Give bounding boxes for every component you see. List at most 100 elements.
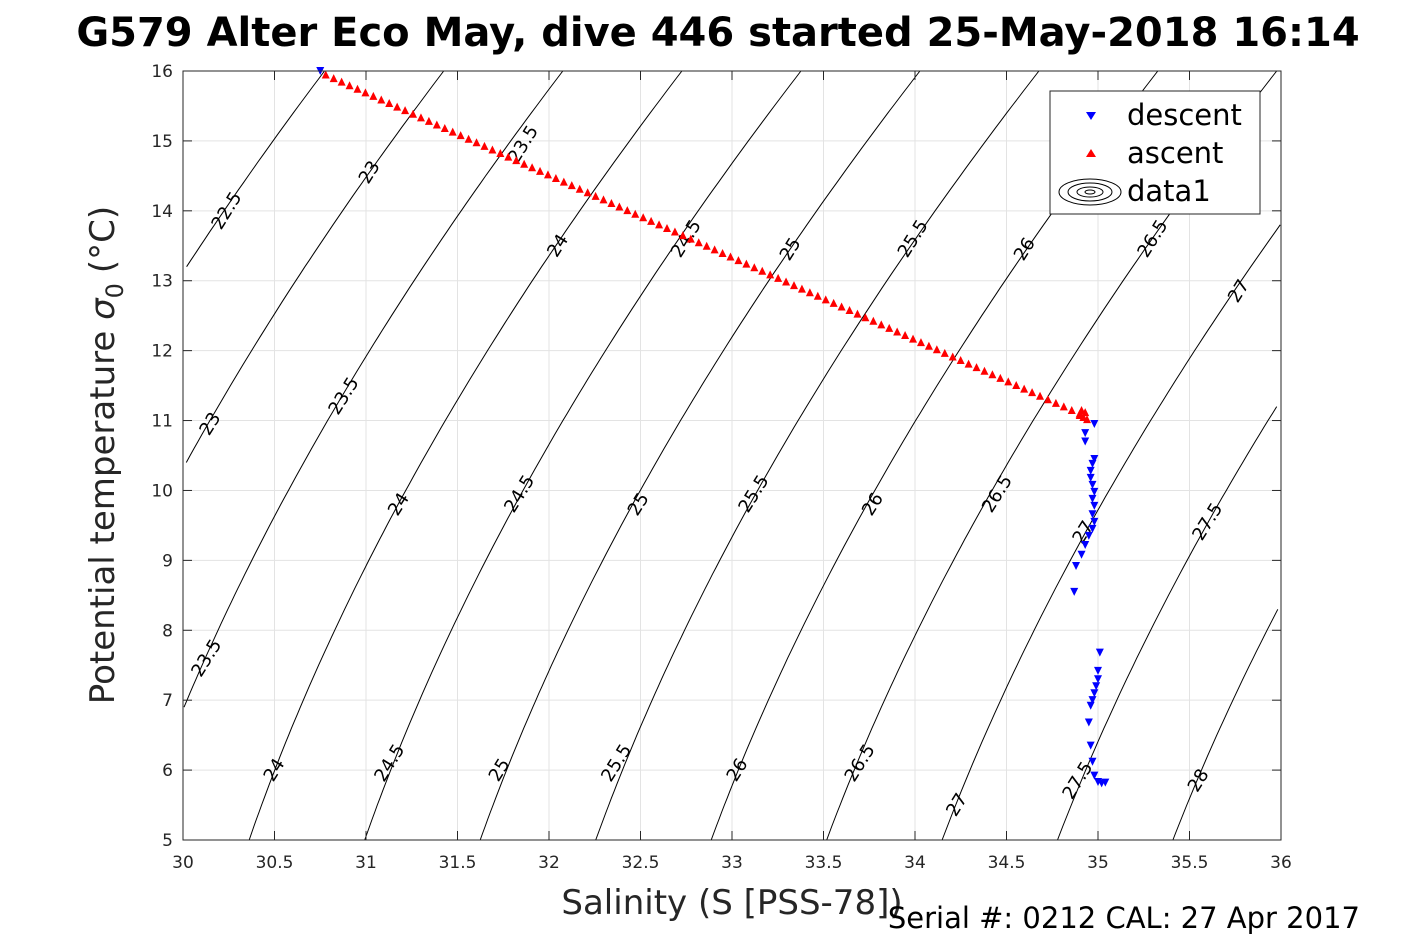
contour-label: 25: [624, 489, 654, 520]
y-tick-label: 8: [162, 621, 173, 641]
contour-label: 27: [942, 790, 972, 821]
y-axis-label-subscript: 0: [101, 283, 129, 298]
ascent-point: [520, 159, 529, 168]
x-tick-label: 35.5: [1171, 853, 1209, 873]
contour-label: 23: [195, 409, 225, 440]
contour-line-25.5: [595, 70, 1040, 841]
descent-point: [1070, 587, 1079, 596]
x-tick-label: 33.5: [805, 853, 843, 873]
y-tick-label: 7: [162, 691, 173, 711]
serial-cal-footer: Serial #: 0212 CAL: 27 Apr 2017: [888, 901, 1360, 935]
legend-data1-label: data1: [1127, 174, 1211, 208]
descent-point: [1086, 701, 1095, 710]
y-tick-label: 6: [162, 761, 173, 781]
ascent-point: [1067, 405, 1076, 414]
ascent-point: [432, 120, 441, 129]
ascent-point: [988, 370, 997, 379]
descent-point: [1088, 524, 1097, 533]
contour-label: 25: [776, 234, 806, 265]
ascent-point: [980, 366, 989, 375]
x-axis-label: Salinity (S [PSS-78]): [561, 883, 902, 923]
ascent-point: [361, 88, 370, 97]
ascent-point: [456, 131, 465, 140]
descent-point: [1092, 682, 1101, 691]
ascent-point: [853, 309, 862, 318]
x-tick-label: 34.5: [988, 853, 1026, 873]
ascent-point: [893, 327, 902, 336]
y-tick-label: 5: [162, 831, 173, 851]
descent-point: [1094, 666, 1102, 675]
descent-point: [1088, 459, 1097, 468]
ascent-point: [932, 345, 941, 354]
ascent-point: [797, 284, 806, 293]
ascent-point: [536, 166, 545, 175]
chart-title: G579 Alter Eco May, dive 446 started 25-…: [76, 10, 1359, 56]
ascent-point: [845, 306, 854, 315]
ascent-point: [448, 127, 457, 136]
ascent-point: [1043, 395, 1052, 404]
y-axis-label-unit: (°C): [83, 206, 123, 273]
ascent-point: [464, 134, 473, 143]
descent-point: [1095, 648, 1104, 657]
ascent-point: [718, 248, 727, 257]
ascent-point: [496, 149, 505, 158]
ascent-point: [575, 184, 584, 193]
descent-point: [1088, 757, 1097, 766]
y-tick-label: 12: [151, 342, 173, 362]
contour-line-27.5: [1057, 406, 1278, 841]
y-axis-label-main: Potential temperature: [83, 331, 123, 704]
ascent-point: [670, 227, 679, 236]
ascent-point: [583, 188, 592, 197]
descent-point: [1081, 437, 1090, 446]
ascent-point: [401, 106, 410, 115]
contour-label: 26.5: [978, 471, 1017, 516]
descent-point: [1088, 480, 1097, 489]
ascent-point: [766, 270, 775, 279]
ascent-point: [639, 213, 648, 222]
ascent-point: [861, 313, 870, 322]
legend-descent-label: descent: [1127, 98, 1242, 132]
ascent-point: [440, 124, 449, 133]
ascent-point: [758, 266, 767, 275]
data-points: [316, 67, 1110, 788]
ascent-point: [353, 84, 362, 93]
contour-label: 27.5: [1058, 758, 1097, 803]
ascent-point: [837, 302, 846, 311]
ascent-point: [663, 223, 672, 232]
x-tick-label: 35: [1087, 853, 1109, 873]
ascent-point: [1036, 391, 1045, 400]
ascent-point: [1012, 381, 1021, 390]
contour-label: 26.5: [1133, 216, 1172, 261]
ascent-point: [1051, 398, 1060, 407]
ascent-point: [726, 252, 735, 261]
contour-label: 25.5: [597, 741, 636, 786]
axis-ticks: 30 30.5 31 31.5 32 32.5 33 33.5 34 34.5 35 35.5 36 5 6…: [151, 62, 1291, 873]
ascent-point: [393, 102, 402, 111]
x-tick-label: 31.5: [439, 853, 477, 873]
ascent-point: [329, 74, 338, 83]
contour-line-24.5: [364, 70, 802, 841]
ascent-point: [678, 231, 687, 240]
ascent-point: [694, 238, 703, 247]
x-tick-label: 30: [172, 853, 194, 873]
contour-line-22.5: [186, 70, 325, 267]
ascent-point: [996, 373, 1005, 382]
descent-point: [1081, 540, 1090, 549]
ascent-point: [924, 341, 933, 350]
ascent-point: [377, 95, 386, 104]
contour-label: 26: [1010, 234, 1040, 265]
contour-label: 23: [355, 157, 385, 188]
y-tick-label: 16: [151, 62, 173, 82]
ascent-point: [369, 91, 378, 100]
y-tick-label: 10: [151, 481, 173, 501]
ascent-point: [948, 352, 957, 361]
descent-point: [1090, 517, 1099, 526]
ascent-point: [750, 263, 759, 272]
ascent-point: [385, 99, 394, 108]
ascent-point: [567, 181, 576, 190]
ascent-point: [488, 145, 497, 154]
descent-point: [1088, 696, 1097, 705]
legend-descent-marker: [1086, 112, 1096, 120]
descent-point: [1081, 429, 1090, 438]
descent-point: [1090, 501, 1099, 510]
